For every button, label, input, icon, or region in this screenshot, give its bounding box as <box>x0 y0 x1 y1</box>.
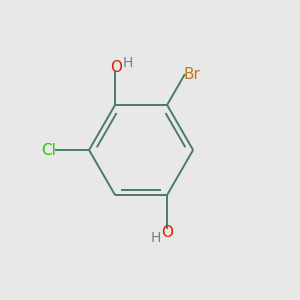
Text: H: H <box>122 56 133 70</box>
Text: O: O <box>111 60 123 75</box>
Text: Br: Br <box>184 67 201 82</box>
Text: H: H <box>151 230 161 244</box>
Text: Cl: Cl <box>41 142 56 158</box>
Text: O: O <box>161 225 173 240</box>
